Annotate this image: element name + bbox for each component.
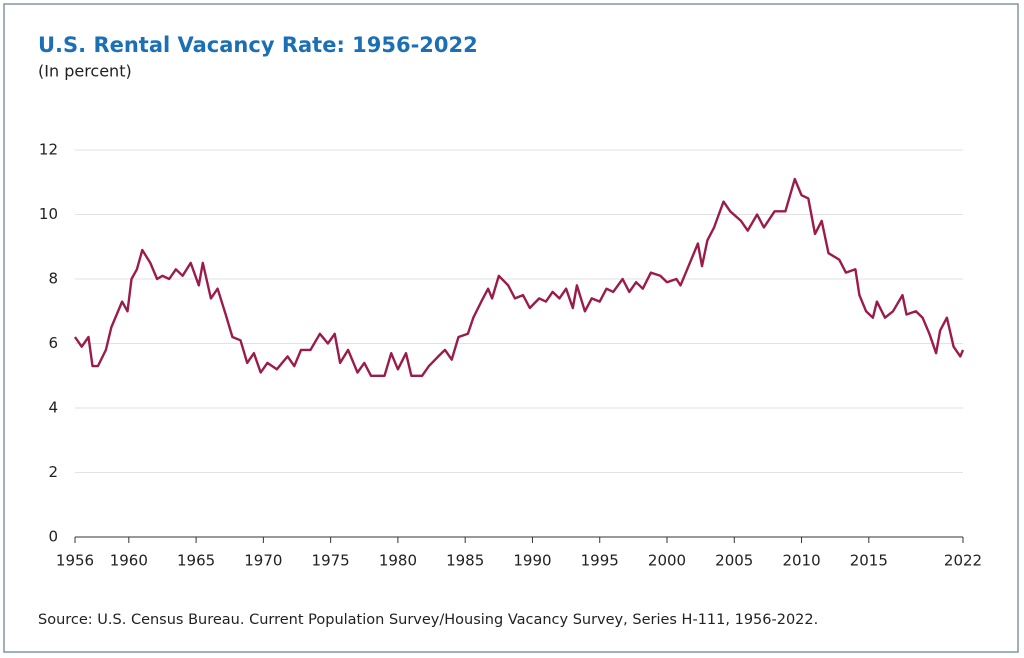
data-line: [74, 177, 965, 377]
y-tick-label: 4: [48, 399, 58, 417]
x-tick-label: 2000: [648, 552, 686, 570]
y-tick-label: 12: [39, 141, 58, 159]
x-tick-label: 1980: [379, 552, 417, 570]
x-tick-label: 2015: [850, 552, 888, 570]
x-tick-label: 1970: [244, 552, 282, 570]
source-note: Source: U.S. Census Bureau. Current Popu…: [38, 612, 818, 628]
y-tick-label: 10: [39, 205, 58, 223]
x-tick-label: 1965: [177, 552, 215, 570]
y-tick-label: 2: [48, 463, 58, 481]
x-tick-label: 2005: [715, 552, 753, 570]
x-tick-label: 2022: [944, 552, 982, 570]
chart-title: U.S. Rental Vacancy Rate: 1956-2022: [38, 33, 478, 57]
x-tick-label: 2010: [782, 552, 820, 570]
y-tick-label: 0: [48, 528, 58, 546]
x-tick-label: 1995: [581, 552, 619, 570]
x-tick-label: 1985: [446, 552, 484, 570]
chart-subtitle: (In percent): [38, 62, 132, 81]
y-tick-label: 6: [48, 334, 58, 352]
x-tick-label: 1960: [110, 552, 148, 570]
x-tick-label: 1975: [312, 552, 350, 570]
x-tick-label: 1956: [56, 552, 94, 570]
x-tick-label: 1990: [513, 552, 551, 570]
y-tick-label: 8: [48, 270, 58, 288]
frame: [3, 3, 1019, 653]
